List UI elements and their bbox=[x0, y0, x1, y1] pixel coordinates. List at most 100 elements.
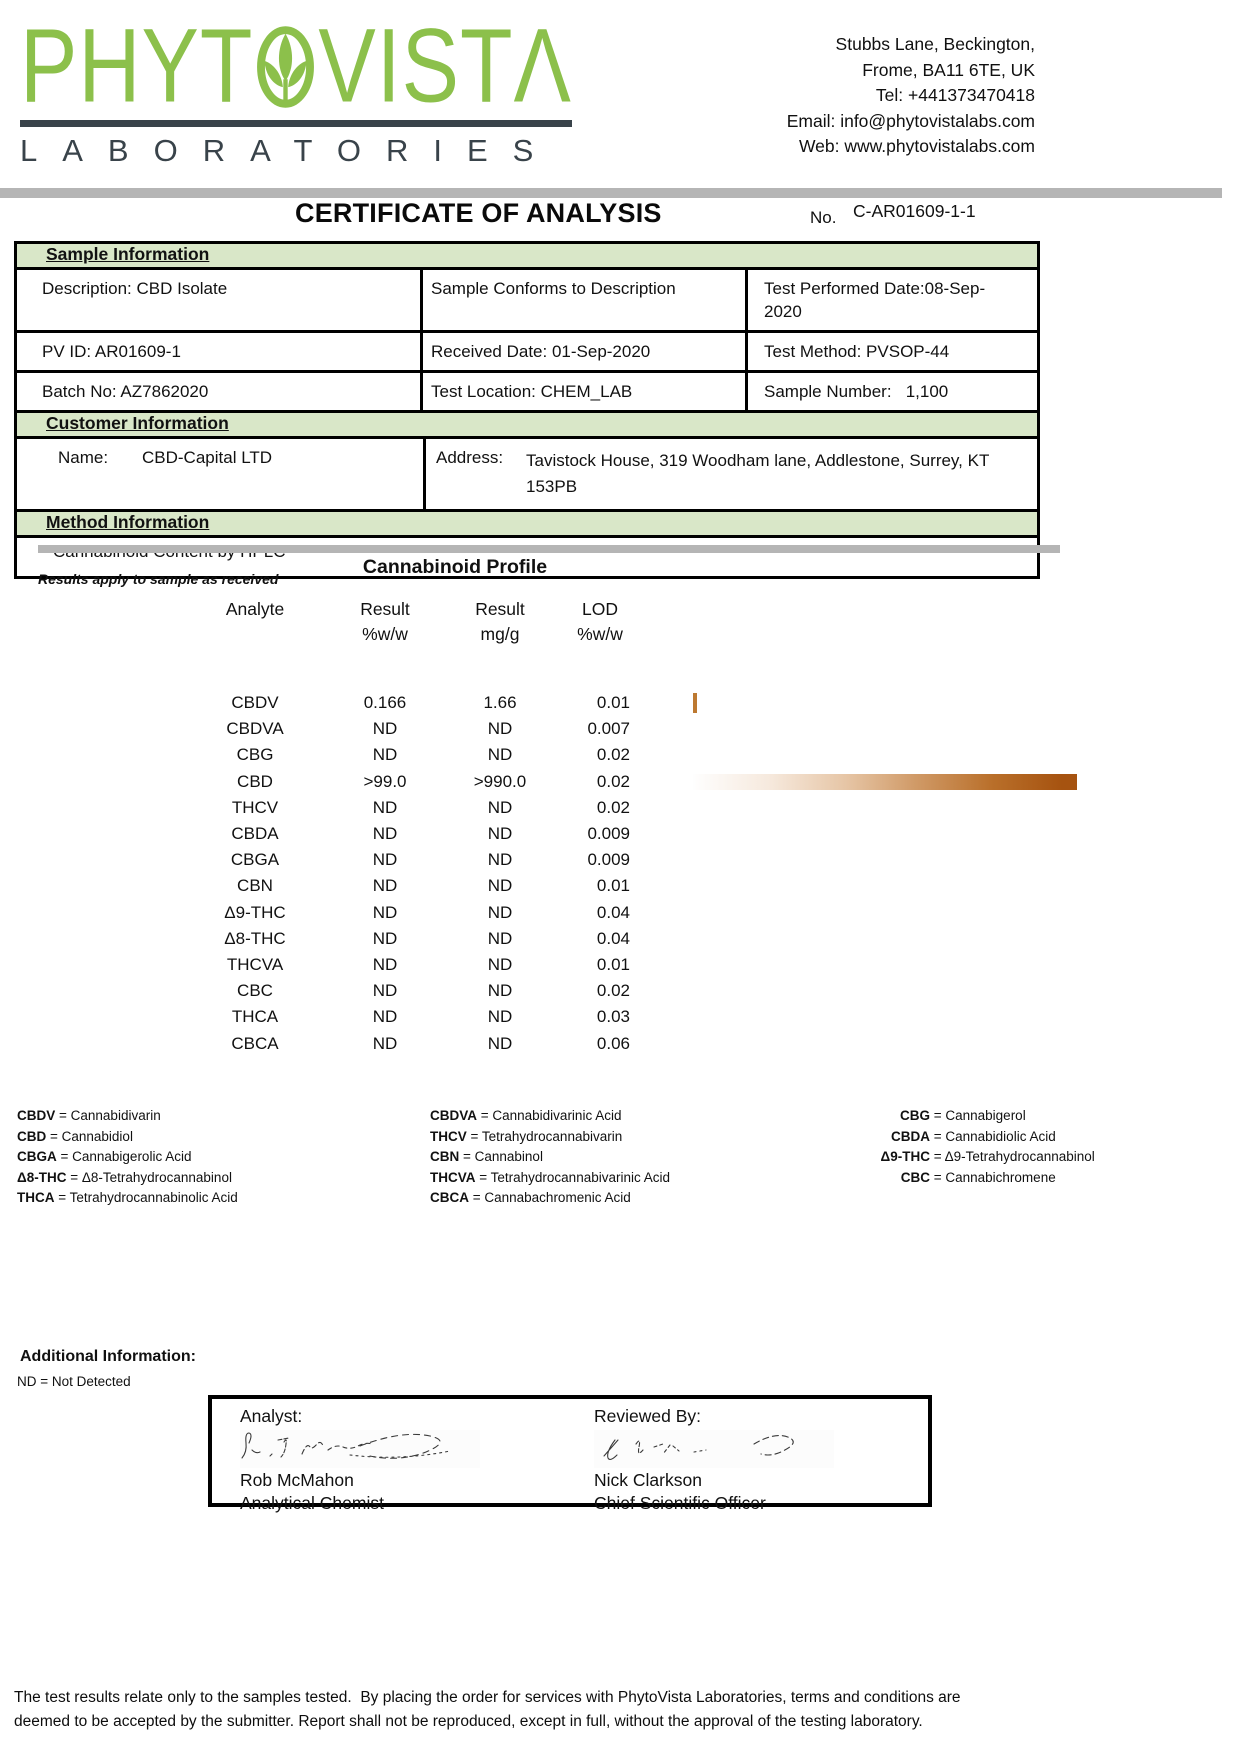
logo-rule bbox=[20, 120, 572, 127]
sample-information-rows: Description: CBD Isolate Sample Conforms… bbox=[17, 270, 1037, 410]
profile-column-header: Result mg/g bbox=[475, 599, 525, 644]
contact-line: Web: www.phytovistalabs.com bbox=[798, 136, 1035, 156]
legend-item: CBD = Cannabidiol bbox=[17, 1128, 133, 1144]
certificate-number: C-AR01609-1-1 bbox=[853, 201, 976, 221]
result-pct-cell: ND bbox=[372, 981, 398, 1001]
profile-row: CBG ND ND 0.02 bbox=[180, 742, 1120, 768]
results-note: Results apply to sample as received bbox=[38, 571, 279, 587]
contact-line: Frome, BA11 6TE, UK bbox=[862, 59, 1035, 80]
analyte-cell: CBN bbox=[237, 876, 273, 896]
sample-info-cell: Test Location: CHEM_LAB bbox=[423, 373, 748, 410]
profile-row: CBGA ND ND 0.009 bbox=[180, 847, 1120, 873]
result-pct-cell: ND bbox=[372, 902, 398, 922]
logo-text-phyt: PHYT bbox=[20, 8, 254, 126]
result-pct-cell: ND bbox=[372, 850, 398, 870]
legend-item: CBC = Cannabichromene bbox=[900, 1169, 1056, 1185]
legend-item: CBN = Cannabinol bbox=[430, 1149, 543, 1164]
customer-information-header: Customer Information bbox=[17, 410, 1037, 439]
analyte-cell: CBGA bbox=[230, 850, 280, 870]
sample-info-row: Batch No: AZ7862020 Test Location: CHEM_… bbox=[17, 373, 1037, 410]
profile-row: CBD >99.0 >990.0 0.02 bbox=[180, 769, 1120, 795]
result-mgg-cell: ND bbox=[487, 902, 513, 922]
legend-item: CBG = Cannabigerol bbox=[900, 1108, 1026, 1123]
header-divider bbox=[0, 188, 1222, 198]
profile-title: Cannabinoid Profile bbox=[362, 556, 548, 578]
legend-item: Δ8-THC = Δ8-Tetrahydrocannabinol bbox=[17, 1169, 232, 1185]
certificate-no-label: No. bbox=[810, 208, 837, 227]
method-information-header: Method Information bbox=[17, 509, 1037, 538]
lod-cell: 0.04 bbox=[596, 902, 630, 922]
result-mgg-cell: ND bbox=[487, 719, 513, 739]
legend-column-2: CBDVA = Cannabidivarinic Acid THCV = Tetr… bbox=[430, 1106, 670, 1209]
analyst-signature-image bbox=[240, 1430, 480, 1468]
lab-contact-info: Stubbs Lane, Beckington, Frome, BA11 6TE,… bbox=[787, 32, 1035, 160]
logo-subtitle: LABORATORIES bbox=[20, 133, 559, 168]
result-pct-cell: ND bbox=[372, 745, 398, 765]
profile-table-headers: Analyte Result %w/w Result mg/g LOD %w/w bbox=[180, 597, 640, 647]
lod-cell: 0.009 bbox=[587, 824, 630, 844]
logo-text-a: Λ bbox=[513, 8, 572, 126]
profile-row: CBC ND ND 0.02 bbox=[180, 978, 1120, 1004]
result-mgg-cell: ND bbox=[487, 954, 513, 974]
profile-row: Δ8-THC ND ND 0.04 bbox=[180, 926, 1120, 952]
lod-cell: 0.03 bbox=[596, 1007, 630, 1027]
sample-info-row: Description: CBD Isolate Sample Conforms… bbox=[17, 270, 1037, 333]
sample-info-cell: Test Method: PVSOP-44 bbox=[764, 342, 950, 361]
result-bar bbox=[693, 773, 1077, 790]
result-bar bbox=[693, 693, 697, 714]
info-table: Sample Information Description: CBD Isol… bbox=[14, 241, 1040, 579]
analyte-cell: THCA bbox=[231, 1007, 279, 1027]
analyte-cell: CBC bbox=[237, 981, 273, 1001]
profile-column-header: Analyte bbox=[225, 599, 285, 619]
analyte-cell: THCV bbox=[231, 797, 279, 817]
sample-info-row: PV ID: AR01609-1 Received Date: 01-Sep-2… bbox=[17, 333, 1037, 373]
profile-table: CBDV 0.166 1.66 0.01 CBDVA ND ND 0.007 C… bbox=[180, 690, 1120, 1057]
lod-cell: 0.02 bbox=[596, 797, 630, 817]
certificate-title: CERTIFICATE OF ANALYSIS bbox=[295, 198, 662, 228]
contact-line: Stubbs Lane, Beckington, bbox=[835, 34, 1035, 54]
footer-disclaimer: The test results relate only to the samp… bbox=[14, 1689, 961, 1730]
customer-address-label: Address: bbox=[436, 448, 504, 467]
result-mgg-cell: ND bbox=[487, 876, 513, 896]
analyte-cell: CBDA bbox=[231, 824, 279, 844]
result-pct-cell: ND bbox=[372, 719, 398, 739]
legend-item: CBGA = Cannabigerolic Acid bbox=[17, 1149, 192, 1164]
result-mgg-cell: ND bbox=[487, 850, 513, 870]
result-pct-cell: ND bbox=[372, 876, 398, 896]
analyst-label: Analyst: bbox=[240, 1406, 303, 1426]
profile-row: Δ9-THC ND ND 0.04 bbox=[180, 900, 1120, 926]
lod-cell: 0.01 bbox=[596, 876, 630, 896]
sample-info-cell: Description: CBD Isolate bbox=[17, 270, 423, 330]
legend-item: Δ9-THC = Δ9-Tetrahydrocannabinol bbox=[880, 1149, 1095, 1164]
analyte-cell: CBDVA bbox=[226, 719, 284, 739]
lod-cell: 0.009 bbox=[587, 850, 630, 870]
analyst-block: Analyst: Rob McMahon Analytical Chemist bbox=[240, 1404, 480, 1515]
lod-cell: 0.02 bbox=[596, 745, 630, 765]
sample-info-cell: PV ID: AR01609-1 bbox=[17, 333, 423, 370]
legend-item: CBDVA = Cannabidivarinic Acid bbox=[430, 1108, 622, 1123]
result-mgg-cell: ND bbox=[487, 797, 513, 817]
result-pct-cell: ND bbox=[372, 1007, 398, 1027]
profile-row: THCA ND ND 0.03 bbox=[180, 1004, 1120, 1030]
result-pct-cell: >99.0 bbox=[363, 771, 407, 791]
customer-name-label: Name: bbox=[58, 448, 109, 467]
nd-definition: ND = Not Detected bbox=[17, 1374, 131, 1389]
legend-column-3: CBG = Cannabigerol CBDA = Cannabidiolic A… bbox=[856, 1106, 1095, 1188]
analyte-cell: CBD bbox=[237, 771, 273, 791]
contact-line: Tel: +441373470418 bbox=[875, 85, 1035, 105]
result-mgg-cell: ND bbox=[487, 824, 513, 844]
reviewer-signature-image bbox=[594, 1430, 834, 1468]
analyst-name: Rob McMahon bbox=[240, 1470, 354, 1490]
lod-cell: 0.02 bbox=[596, 771, 630, 791]
lod-cell: 0.04 bbox=[596, 928, 630, 948]
section-divider bbox=[38, 545, 1060, 553]
leaf-icon bbox=[257, 26, 315, 108]
sample-info-cell: Received Date: 01-Sep-2020 bbox=[423, 333, 748, 370]
sample-information-header: Sample Information bbox=[17, 244, 1037, 270]
profile-column-header: Result %w/w bbox=[360, 599, 410, 644]
lod-cell: 0.01 bbox=[596, 693, 630, 713]
result-mgg-cell: ND bbox=[487, 745, 513, 765]
profile-row: CBDVA ND ND 0.007 bbox=[180, 716, 1120, 742]
result-mgg-cell: 1.66 bbox=[483, 693, 517, 713]
